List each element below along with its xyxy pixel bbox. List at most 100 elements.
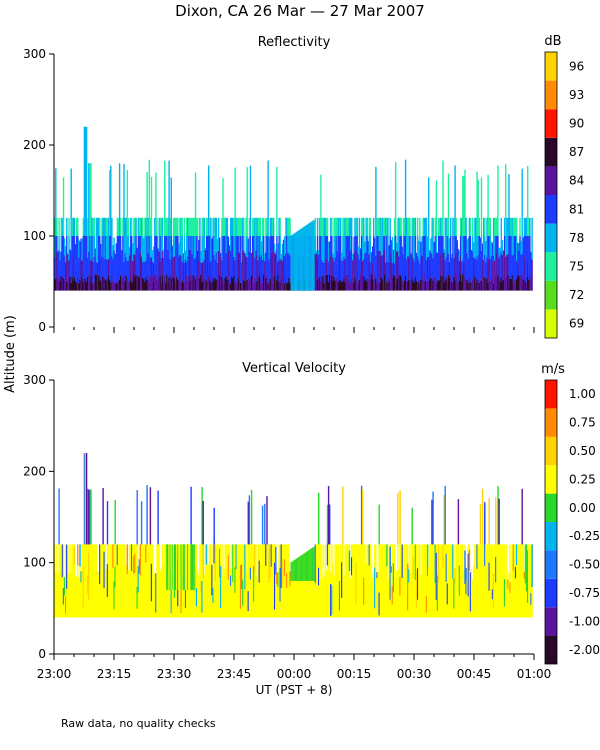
data-cell bbox=[61, 544, 64, 618]
data-cell bbox=[217, 236, 220, 251]
data-cell bbox=[434, 217, 436, 236]
data-cell bbox=[428, 236, 430, 257]
data-cell bbox=[321, 579, 323, 618]
data-cell bbox=[288, 253, 290, 278]
data-cell bbox=[529, 544, 531, 618]
data-cell bbox=[425, 282, 428, 291]
data-cell bbox=[420, 260, 422, 280]
data-cell bbox=[81, 544, 83, 618]
data-cell bbox=[495, 557, 497, 583]
data-cell bbox=[177, 262, 179, 281]
data-cell bbox=[369, 544, 372, 618]
data-cell bbox=[378, 282, 380, 291]
data-cell bbox=[73, 544, 76, 618]
data-cell bbox=[368, 544, 370, 618]
data-cell bbox=[402, 236, 405, 255]
data-cell bbox=[220, 252, 222, 257]
data-cell bbox=[231, 252, 233, 277]
data-cell bbox=[431, 236, 433, 254]
data-cell bbox=[459, 217, 462, 236]
data-cell bbox=[502, 250, 505, 280]
data-cell bbox=[209, 236, 211, 263]
data-cell bbox=[81, 277, 83, 291]
data-cell bbox=[348, 277, 351, 291]
data-cell bbox=[422, 279, 424, 291]
data-cell bbox=[200, 262, 202, 275]
data-cell bbox=[314, 277, 317, 291]
data-cell bbox=[342, 486, 344, 545]
data-cell bbox=[231, 544, 233, 618]
data-cell bbox=[476, 236, 478, 260]
data-cell bbox=[238, 236, 241, 253]
data-cell bbox=[66, 544, 68, 589]
data-cell bbox=[475, 217, 477, 236]
data-cell bbox=[489, 217, 491, 236]
data-cell bbox=[96, 236, 99, 263]
data-cell bbox=[465, 567, 467, 595]
data-cell bbox=[479, 504, 482, 545]
data-cell bbox=[492, 217, 495, 236]
data-cell bbox=[441, 217, 443, 236]
data-cell bbox=[319, 236, 321, 262]
data-cell bbox=[426, 544, 429, 576]
data-cell bbox=[246, 167, 248, 236]
data-cell bbox=[368, 276, 370, 291]
data-cell bbox=[388, 544, 390, 618]
data-cell bbox=[336, 236, 339, 252]
data-cell bbox=[71, 277, 73, 291]
y-tick-label: 200 bbox=[23, 138, 46, 152]
data-cell bbox=[145, 277, 147, 291]
data-cell bbox=[113, 281, 115, 291]
data-cell bbox=[344, 282, 346, 291]
data-cell bbox=[347, 279, 350, 291]
data-cell bbox=[144, 217, 146, 236]
data-cell bbox=[415, 252, 418, 260]
data-cell bbox=[409, 236, 411, 258]
data-cell bbox=[473, 279, 475, 291]
data-cell bbox=[109, 569, 111, 618]
data-cell bbox=[79, 260, 81, 280]
data-cell bbox=[447, 253, 450, 276]
data-cell bbox=[378, 250, 380, 283]
data-cell bbox=[131, 544, 133, 572]
data-cell bbox=[228, 544, 231, 618]
data-cell bbox=[385, 262, 387, 284]
data-cell bbox=[380, 256, 383, 277]
data-cell bbox=[253, 282, 255, 291]
data-cell bbox=[508, 236, 510, 250]
y-tick-label: 100 bbox=[23, 556, 46, 570]
data-cell bbox=[138, 251, 141, 278]
data-cell bbox=[411, 278, 413, 291]
data-cell bbox=[248, 278, 251, 291]
data-cell bbox=[301, 554, 303, 581]
data-cell bbox=[487, 544, 489, 618]
colorbar-frame bbox=[544, 379, 558, 665]
data-cell bbox=[346, 217, 348, 236]
data-cell bbox=[455, 251, 457, 276]
data-cell bbox=[399, 275, 401, 291]
data-cell bbox=[275, 275, 277, 291]
data-cell bbox=[455, 236, 457, 252]
data-cell bbox=[382, 217, 385, 236]
data-cell bbox=[384, 217, 386, 236]
data-cell bbox=[527, 165, 529, 236]
data-cell bbox=[144, 544, 146, 618]
data-cell bbox=[161, 544, 164, 618]
data-cell bbox=[79, 241, 81, 261]
data-cell bbox=[54, 279, 56, 291]
data-cell bbox=[311, 548, 313, 581]
data-cell bbox=[378, 544, 380, 618]
data-cell bbox=[106, 259, 109, 279]
data-cell bbox=[287, 282, 289, 291]
data-cell bbox=[498, 276, 500, 291]
data-cell bbox=[142, 262, 144, 279]
data-cell bbox=[173, 236, 176, 257]
data-cell bbox=[443, 282, 445, 291]
data-cell bbox=[112, 544, 114, 568]
data-cell bbox=[255, 217, 257, 236]
data-cell bbox=[462, 175, 464, 236]
data-cell bbox=[133, 236, 135, 254]
data-cell bbox=[191, 236, 193, 255]
data-cell bbox=[512, 544, 515, 618]
data-cell bbox=[375, 256, 377, 279]
